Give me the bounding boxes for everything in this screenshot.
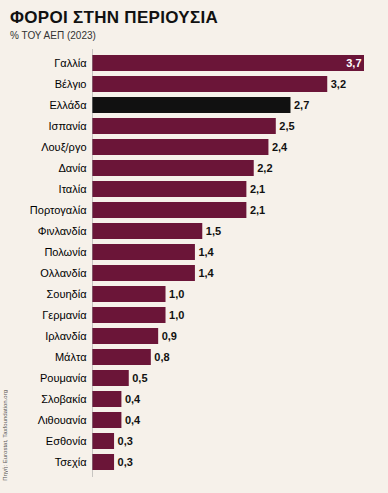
- svg-text:Πορτογαλία: Πορτογαλία: [30, 204, 87, 216]
- svg-text:Ισπανία: Ισπανία: [49, 120, 88, 132]
- svg-text:Λιθουανία: Λιθουανία: [38, 414, 87, 426]
- svg-text:Φινλανδία: Φινλανδία: [38, 225, 87, 237]
- svg-text:2,2: 2,2: [257, 162, 272, 174]
- svg-text:1,5: 1,5: [206, 225, 221, 237]
- svg-text:2,1: 2,1: [250, 204, 265, 216]
- svg-text:Εσθονία: Εσθονία: [46, 435, 87, 447]
- svg-text:Τσεχία: Τσεχία: [55, 456, 87, 468]
- svg-text:Γερμανία: Γερμανία: [42, 309, 87, 321]
- svg-text:Λουξ/ργο: Λουξ/ργο: [41, 141, 86, 153]
- svg-text:0,9: 0,9: [162, 330, 177, 342]
- svg-text:2,5: 2,5: [279, 120, 294, 132]
- svg-text:0,3: 0,3: [118, 456, 133, 468]
- svg-text:0,5: 0,5: [132, 372, 147, 384]
- svg-text:Ρουμανία: Ρουμανία: [40, 372, 87, 384]
- svg-text:2,1: 2,1: [250, 183, 265, 195]
- svg-text:1,4: 1,4: [198, 246, 214, 258]
- svg-text:Σουηδία: Σουηδία: [47, 288, 88, 300]
- svg-text:Ιρλανδία: Ιρλανδία: [45, 330, 87, 342]
- svg-text:3,2: 3,2: [331, 78, 346, 90]
- html-text:ΦΟΡΟΙ ΣΤΗΝ ΠΕΡΙΟΥΣΙΑ: ΦΟΡΟΙ ΣΤΗΝ ΠΕΡΙΟΥΣΙΑ: [10, 8, 218, 27]
- svg-text:3,7: 3,7: [346, 57, 361, 69]
- svg-text:0,8: 0,8: [154, 351, 169, 363]
- svg-text:0,4: 0,4: [125, 414, 141, 426]
- svg-text:Βέλγιο: Βέλγιο: [55, 78, 87, 90]
- svg-text:1,0: 1,0: [169, 309, 184, 321]
- svg-text:0,3: 0,3: [118, 435, 133, 447]
- svg-text:Μάλτα: Μάλτα: [55, 351, 87, 363]
- svg-text:0,4: 0,4: [125, 393, 141, 405]
- svg-text:Ιταλία: Ιταλία: [59, 183, 88, 195]
- svg-text:Γαλλία: Γαλλία: [54, 57, 87, 69]
- svg-text:2,4: 2,4: [272, 141, 288, 153]
- svg-text:Ελλάδα: Ελλάδα: [49, 99, 87, 111]
- svg-text:Δανία: Δανία: [58, 162, 87, 174]
- svg-text:1,0: 1,0: [169, 288, 184, 300]
- svg-text:Πολωνία: Πολωνία: [44, 246, 87, 258]
- html-text:% ΤΟΥ ΑΕΠ (2023): % ΤΟΥ ΑΕΠ (2023): [10, 30, 96, 41]
- svg-text:Ολλανδία: Ολλανδία: [40, 267, 87, 279]
- svg-text:2,7: 2,7: [294, 99, 309, 111]
- svg-text:1,4: 1,4: [198, 267, 214, 279]
- svg-text:Σλοβακία: Σλοβακία: [41, 393, 87, 405]
- html-text:Πηγή: Eurostat, Taxfoundation.: Πηγή: Eurostat, Taxfoundation.org: [2, 390, 8, 481]
